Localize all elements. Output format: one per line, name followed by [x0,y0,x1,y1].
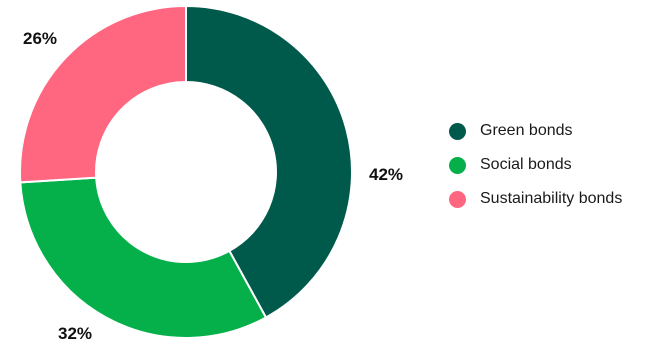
percent-label-sustainability-bonds: 26% [23,29,57,48]
legend-swatch-icon [449,190,466,208]
donut-slices [19,4,353,339]
slice-sustainability-bonds [19,4,187,184]
percent-label-green-bonds: 42% [369,165,403,184]
percent-label-social-bonds: 32% [58,324,92,343]
percentage-labels: 42% 32% 26% [23,29,403,343]
legend-item: Social bonds [449,148,622,182]
legend-item: Sustainability bonds [449,182,622,216]
legend-label: Green bonds [480,122,573,139]
legend-label: Sustainability bonds [480,190,623,207]
legend-swatch-icon [449,122,466,140]
slice-green-bonds [185,4,353,319]
legend-swatch-icon [449,156,466,174]
legend-item: Green bonds [449,114,622,148]
chart-legend: Green bonds Social bonds Sustainability bo… [449,114,622,216]
slice-social-bonds [19,176,268,339]
legend-label: Social bonds [480,156,572,173]
